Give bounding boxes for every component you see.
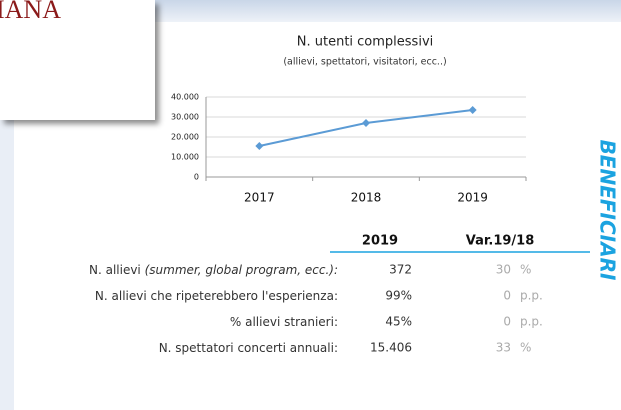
chart-title: N. utenti complessivi [297, 35, 434, 50]
row-label-text: N. spettatori concerti annuali: [159, 341, 338, 355]
row-var: 33 [496, 341, 511, 355]
y-tick-label: 20.000 [171, 133, 199, 142]
row-label-text: % allievi stranieri: [230, 315, 338, 329]
row-unit: % [520, 263, 531, 277]
row-label: % allievi stranieri: [230, 315, 338, 329]
point [255, 142, 264, 150]
row-var: 0 [503, 315, 511, 329]
x-tick-label: 2019 [457, 191, 488, 205]
row-value: 45% [385, 315, 412, 329]
point [362, 119, 370, 127]
row-value: 99% [385, 289, 412, 303]
side-strip [0, 110, 14, 410]
row-unit: p.p. [520, 315, 543, 329]
logo-box [0, 0, 155, 120]
table-header: 2019 [362, 234, 398, 249]
y-tick-label: 40.000 [171, 93, 199, 102]
row-var: 30 [496, 263, 511, 277]
row-label: N. allievi che ripeterebbero l'esperienz… [95, 289, 338, 303]
row-unit: p.p. [520, 289, 543, 303]
header-band [150, 0, 621, 22]
row-label-note: (summer, global program, ecc.): [145, 263, 338, 277]
row-unit: % [520, 341, 531, 355]
table-header: Var.19/18 [466, 234, 535, 249]
row-value: 372 [389, 263, 412, 277]
row-label: N. allievi (summer, global program, ecc.… [89, 263, 338, 277]
x-tick-label: 2018 [351, 191, 382, 205]
y-tick-label: 10.000 [171, 153, 199, 162]
row-label-text: N. allievi che ripeterebbero l'esperienz… [95, 289, 338, 303]
point [468, 106, 477, 114]
side-label: BENEFICIARI [596, 140, 620, 281]
row-var: 0 [503, 289, 511, 303]
x-tick-label: 2017 [244, 191, 275, 205]
row-value: 15.406 [370, 341, 412, 355]
chart-subtitle: (allievi, spettatori, visitatori, ecc..) [283, 57, 446, 68]
row-label: N. spettatori concerti annuali: [159, 341, 338, 355]
y-tick-label: 0 [194, 173, 199, 182]
y-tick-label: 30.000 [171, 113, 199, 122]
logo: IANA [0, 0, 61, 24]
row-label-text: N. allievi [89, 263, 141, 277]
